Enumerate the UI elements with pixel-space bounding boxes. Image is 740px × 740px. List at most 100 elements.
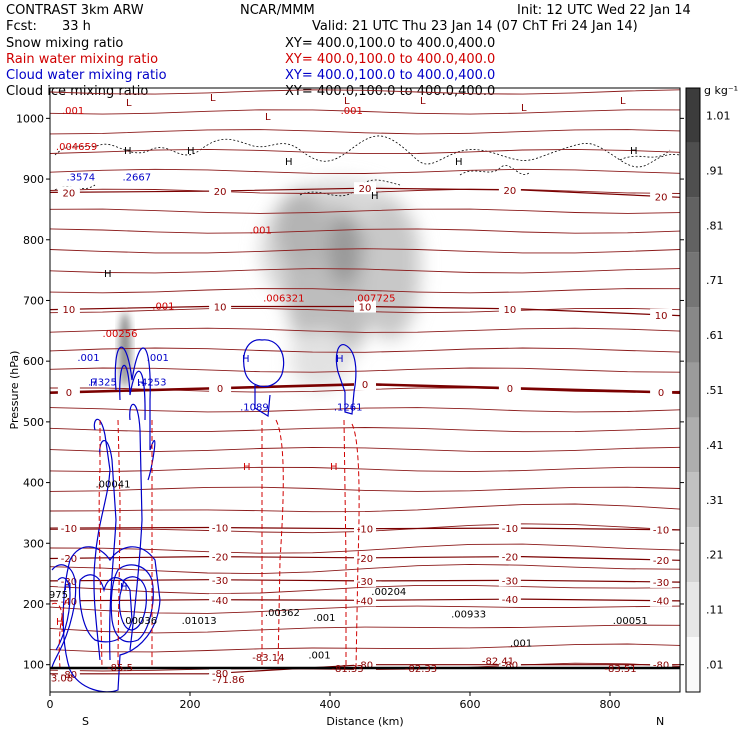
contour-label-bg [57,522,80,535]
contour-label: 10 [504,305,517,316]
y-tick-label: 800 [23,234,44,247]
contour-label-bg [354,300,376,313]
isentrope-line [50,248,680,254]
contour-label: 0 [217,384,223,395]
cloud-water-contour [129,403,143,651]
isentrope-line [50,288,680,294]
contour-label-bg [57,552,80,565]
x-tick-label: 600 [460,698,481,711]
value-label: .00036 [122,616,157,627]
contour-label: -80 [502,661,518,672]
value-label: .4253 [138,377,167,388]
cloud-water-contour [55,577,71,651]
colorbar-swatch [686,417,700,473]
high-marker: H [64,582,72,593]
colorbar-swatch [686,197,700,253]
contour-label-bg [209,382,232,395]
contour-label: 0 [658,388,664,399]
contour-label-bg [650,386,673,399]
value-label: .001 [250,226,272,237]
value-label: .00051 [613,616,648,627]
cloud-water-contour [119,365,146,421]
rain-contour [351,423,360,669]
contour-label-bg [498,574,521,587]
high-marker: H [90,378,98,389]
contour-label-bg [650,575,673,588]
colorbar-swatch [686,88,700,143]
value-label: -71.86 [212,675,244,686]
value-label: .00933 [451,609,486,620]
y-tick-label: 300 [23,537,44,550]
high-marker: H [630,146,638,157]
value-label: .00204 [371,587,406,598]
rain-contour [117,419,121,669]
south-label: S [82,715,89,728]
cloud-water-contour [93,418,111,661]
init-time: Init: 12 UTC Wed 22 Jan 14 [517,3,691,18]
value-label: .01013 [182,616,217,627]
rain-contour [51,602,63,633]
value-label: .001 [341,106,363,117]
value-label: .001 [77,353,99,364]
contour-label: -40 [61,597,77,608]
high-marker: H [371,191,379,202]
colorbar-unit: g kg⁻¹ [704,84,738,97]
value-label: -82.41 [482,657,514,668]
field-name-snow: Snow mixing ratio [6,36,123,51]
contour-label: 20 [63,188,76,199]
value-label: -82.33 [405,664,437,675]
field-xy-rain: XY= 400.0,100.0 to 400.0,400.0 [285,52,495,67]
y-tick-label: 700 [23,294,44,307]
plot-area: -80 -80-80 -80 -80-40 -40 -40 -40 -40-30 -30 -30-… [50,89,680,692]
contour-label-bg [650,308,673,321]
contour-label-bg [498,382,521,395]
contour-label: 10 [214,303,227,314]
low-marker: L [126,98,132,109]
field-xy-snow: XY= 400.0,100.0 to 400.0,400.0 [285,36,495,51]
isentrope-line [50,446,680,453]
isentrope-line [50,367,680,373]
contour-label: 20 [359,184,372,195]
high-marker: H [243,462,251,473]
org-label: NCAR/MMM [240,3,315,18]
ice-outline-3 [459,149,671,176]
contour-label-bg [209,593,232,606]
contour-label-bg [354,522,376,535]
contour-label: 10 [63,305,76,316]
colorbar-swatch [686,362,700,418]
contour-label: -30 [357,577,373,588]
contour-label: -80 [61,670,77,681]
value-label: .00041 [96,479,131,490]
isentrope-line [50,148,680,155]
isentrope-line [50,605,680,614]
value-label: .007725 [354,294,395,305]
value-label: .2667 [122,172,151,183]
contour-label: -10 [357,525,373,536]
isentrope-line [50,486,680,492]
isentrope-line [50,89,680,95]
colorbar-swatch [686,527,700,583]
x-tick-label: 200 [180,698,201,711]
value-label: -83.51 [604,664,636,675]
colorbar-level: 1.01 [706,109,731,122]
contour-label: -20 [61,554,77,565]
low-marker: L [210,93,216,104]
cloud-water-contour [110,564,154,643]
value-label: .001 [147,353,169,364]
isentrope-line [50,543,680,554]
colorbar-level: .51 [706,384,724,397]
contour-label-bg [209,300,232,313]
rain-contour [275,419,284,669]
contour-label-bg [209,521,232,534]
field-xy-cloud-water: XY= 400.0,100.0 to 400.0,400.0 [285,68,495,83]
contour-label-bg [354,574,376,587]
x-tick-label: 0 [47,698,54,711]
model-title: CONTRAST 3km ARW [6,3,144,18]
colorbar-swatch [686,582,700,638]
contour-label: 10 [359,303,372,314]
y-tick-label: 500 [23,416,44,429]
value-label: .006321 [263,294,304,305]
temperature-contours: -80 -80 -80 -80 -80 -40 -40 -40 -40 -40 -30 -30 -30 -… [50,182,680,681]
colorbar-level: .01 [706,659,724,672]
contour-label-bg [57,186,80,199]
